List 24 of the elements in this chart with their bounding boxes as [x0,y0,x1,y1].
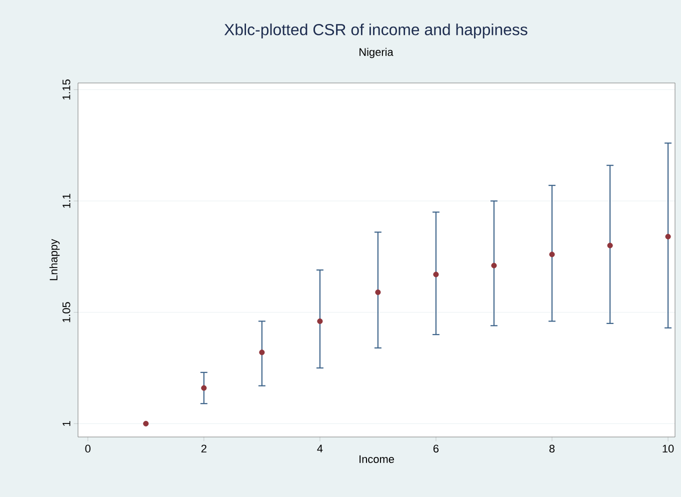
chart-subtitle: Nigeria [360,48,394,58]
y-tick-label: 1 [62,421,70,426]
point [433,272,439,278]
y-tick-label: 1.1 [62,194,70,208]
point [317,318,323,324]
point [143,420,149,426]
y-tick-label: 1.15 [62,79,70,100]
y-tick-label: 1.05 [62,302,70,322]
x-tick-label: 0 [85,444,90,453]
x-tick-label: 4 [317,444,323,452]
point [201,385,207,391]
x-axis-title: Income [360,455,394,464]
point [607,242,613,248]
point [549,252,555,258]
x-tick-label: 10 [662,444,674,453]
point [375,289,381,296]
point [491,262,497,268]
x-tick-label: 6 [433,444,439,453]
point [665,234,671,240]
point [259,350,265,356]
x-tick-label: 8 [549,444,555,453]
chart-title: Xblc-plotted CSR of income and happiness [224,24,528,38]
x-tick-label: 2 [201,444,206,452]
y-axis-title: Lnhappy [49,238,60,280]
